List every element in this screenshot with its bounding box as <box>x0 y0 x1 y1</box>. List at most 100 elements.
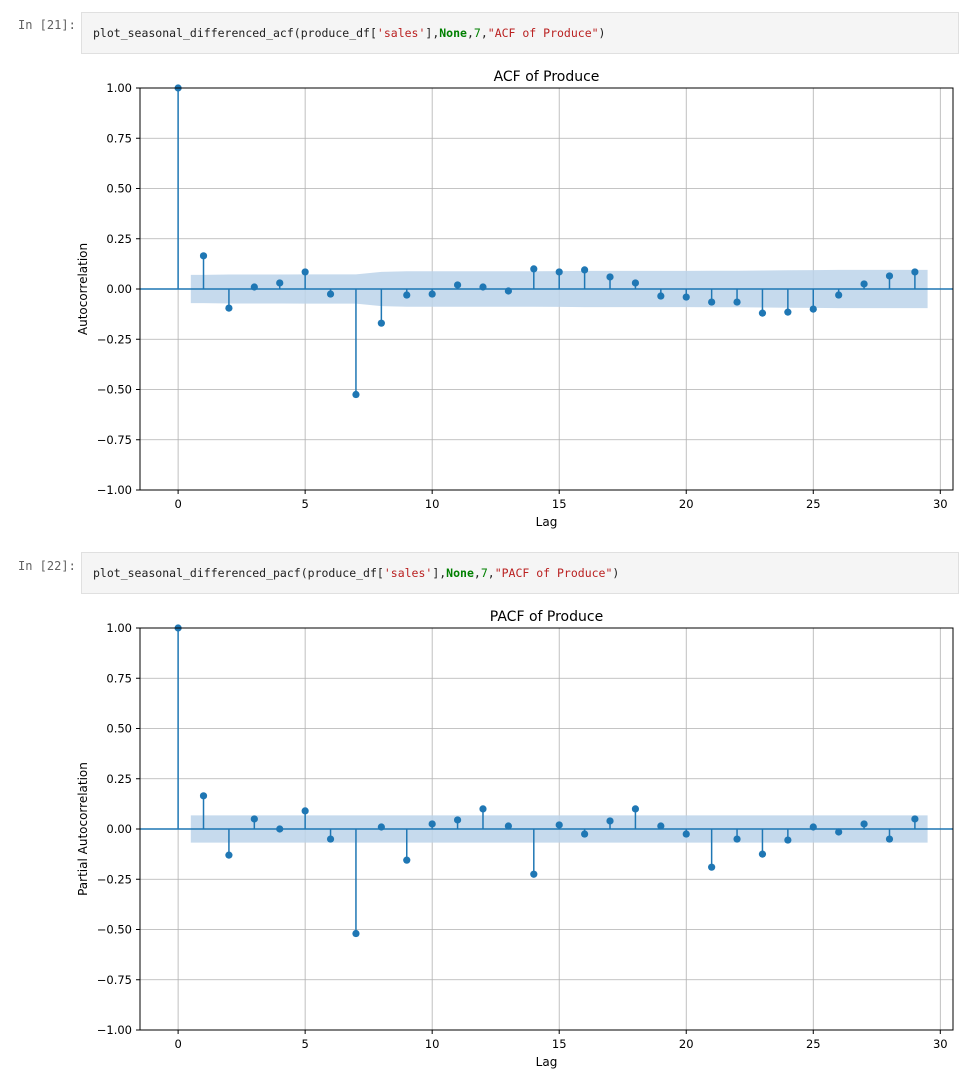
data-point <box>453 281 462 289</box>
data-point <box>250 815 258 823</box>
x-tick-label: 30 <box>933 497 948 511</box>
code-string-title: "PACF of Produce" <box>494 566 613 580</box>
code-paren-open: ( <box>300 566 308 580</box>
data-point <box>225 304 233 312</box>
y-axis-label: Partial Autocorrelation <box>76 762 90 896</box>
code-string-title: "ACF of Produce" <box>487 26 599 40</box>
code-keyword: None <box>446 566 474 580</box>
data-point <box>428 820 436 828</box>
y-tick-label: −0.75 <box>97 433 132 447</box>
code-comma: , <box>487 566 495 580</box>
data-point <box>504 287 512 295</box>
code-bracket-close: ], <box>432 566 447 580</box>
y-tick-label: 0.25 <box>106 232 132 246</box>
data-point <box>860 280 868 288</box>
code-comma: , <box>466 26 474 40</box>
data-point <box>657 292 665 300</box>
data-point <box>428 290 436 298</box>
data-point <box>758 309 767 317</box>
data-point <box>835 291 843 299</box>
data-point <box>708 298 716 306</box>
y-tick-label: −0.25 <box>97 332 132 346</box>
data-point <box>377 823 385 831</box>
data-point <box>809 823 817 831</box>
y-tick-label: 0.75 <box>106 671 132 685</box>
data-point <box>606 273 614 281</box>
y-axis-label: Autocorrelation <box>76 243 90 335</box>
code-cell-input[interactable]: plot_seasonal_differenced_pacf(produce_d… <box>81 552 959 594</box>
data-point <box>555 268 563 276</box>
code-paren-close: ) <box>598 26 606 40</box>
x-tick-label: 10 <box>425 497 440 511</box>
data-point <box>733 298 741 306</box>
data-point <box>326 835 335 843</box>
data-point <box>479 805 487 813</box>
x-tick-label: 25 <box>806 497 821 511</box>
y-tick-label: 1.00 <box>106 81 132 95</box>
data-point <box>809 305 817 313</box>
code-paren-close: ) <box>612 566 620 580</box>
x-axis-label: Lag <box>536 1055 558 1069</box>
code-number: 7 <box>480 566 488 580</box>
y-tick-label: 0.50 <box>106 182 132 196</box>
code-paren-open: ( <box>293 26 301 40</box>
data-point <box>199 792 208 800</box>
code-func: plot_seasonal_differenced_acf <box>93 26 294 40</box>
data-point <box>453 816 462 824</box>
y-tick-label: 0.50 <box>106 722 132 736</box>
x-tick-label: 25 <box>806 1037 821 1051</box>
data-point <box>276 279 284 287</box>
x-tick-label: 10 <box>425 1037 440 1051</box>
data-point <box>784 308 792 316</box>
data-point <box>403 856 411 864</box>
data-point <box>733 835 741 843</box>
data-point <box>479 283 487 291</box>
x-tick-label: 0 <box>174 497 181 511</box>
y-tick-label: −0.75 <box>97 973 132 987</box>
code-line: plot_seasonal_differenced_pacf(produce_d… <box>93 566 619 580</box>
x-tick-label: 20 <box>679 1037 694 1051</box>
y-tick-label: 0.25 <box>106 772 132 786</box>
data-point <box>504 822 512 830</box>
code-cell-input[interactable]: plot_seasonal_differenced_acf(produce_df… <box>81 12 959 54</box>
code-string-arg: 'sales' <box>376 26 426 40</box>
data-point <box>530 265 538 273</box>
y-tick-label: −1.00 <box>97 1023 132 1037</box>
data-point <box>530 870 538 878</box>
data-point <box>326 290 335 298</box>
y-tick-label: −1.00 <box>97 483 132 497</box>
data-point <box>250 283 258 291</box>
data-point <box>835 828 843 836</box>
data-point <box>682 293 690 301</box>
y-tick-label: 0.00 <box>106 282 132 296</box>
code-keyword: None <box>439 26 467 40</box>
cell-prompt-21: In [21]: <box>18 18 76 32</box>
data-point <box>403 291 411 299</box>
data-point <box>352 929 360 938</box>
code-bracket-open: [ <box>376 566 384 580</box>
y-tick-label: 0.75 <box>106 131 132 145</box>
acf-chart: 0 5 10 15 20 25 30 1.00 0.75 0.50 0.25 0.00 −0.25 −0.… <box>76 69 954 529</box>
data-point <box>606 817 614 825</box>
data-point <box>301 268 309 276</box>
code-line: plot_seasonal_differenced_acf(produce_df… <box>93 26 605 40</box>
x-tick-label: 5 <box>301 497 308 511</box>
y-tick-label: −0.50 <box>97 383 132 397</box>
data-point <box>885 272 894 280</box>
x-tick-label: 20 <box>679 497 694 511</box>
data-point <box>758 850 767 858</box>
x-tick-label: 30 <box>933 1037 948 1051</box>
code-bracket-open: [ <box>369 26 377 40</box>
data-point <box>708 863 716 871</box>
data-point <box>860 820 868 828</box>
cell-prompt-22: In [22]: <box>18 559 76 573</box>
x-tick-label: 5 <box>301 1037 308 1051</box>
y-tick-label: −0.50 <box>97 923 132 937</box>
data-point <box>885 835 894 843</box>
data-point <box>581 266 589 274</box>
data-point <box>555 821 563 829</box>
chart-title: ACF of Produce <box>494 69 600 85</box>
data-point <box>199 252 208 260</box>
chart-title: PACF of Produce <box>490 609 603 625</box>
data-point <box>301 807 309 815</box>
